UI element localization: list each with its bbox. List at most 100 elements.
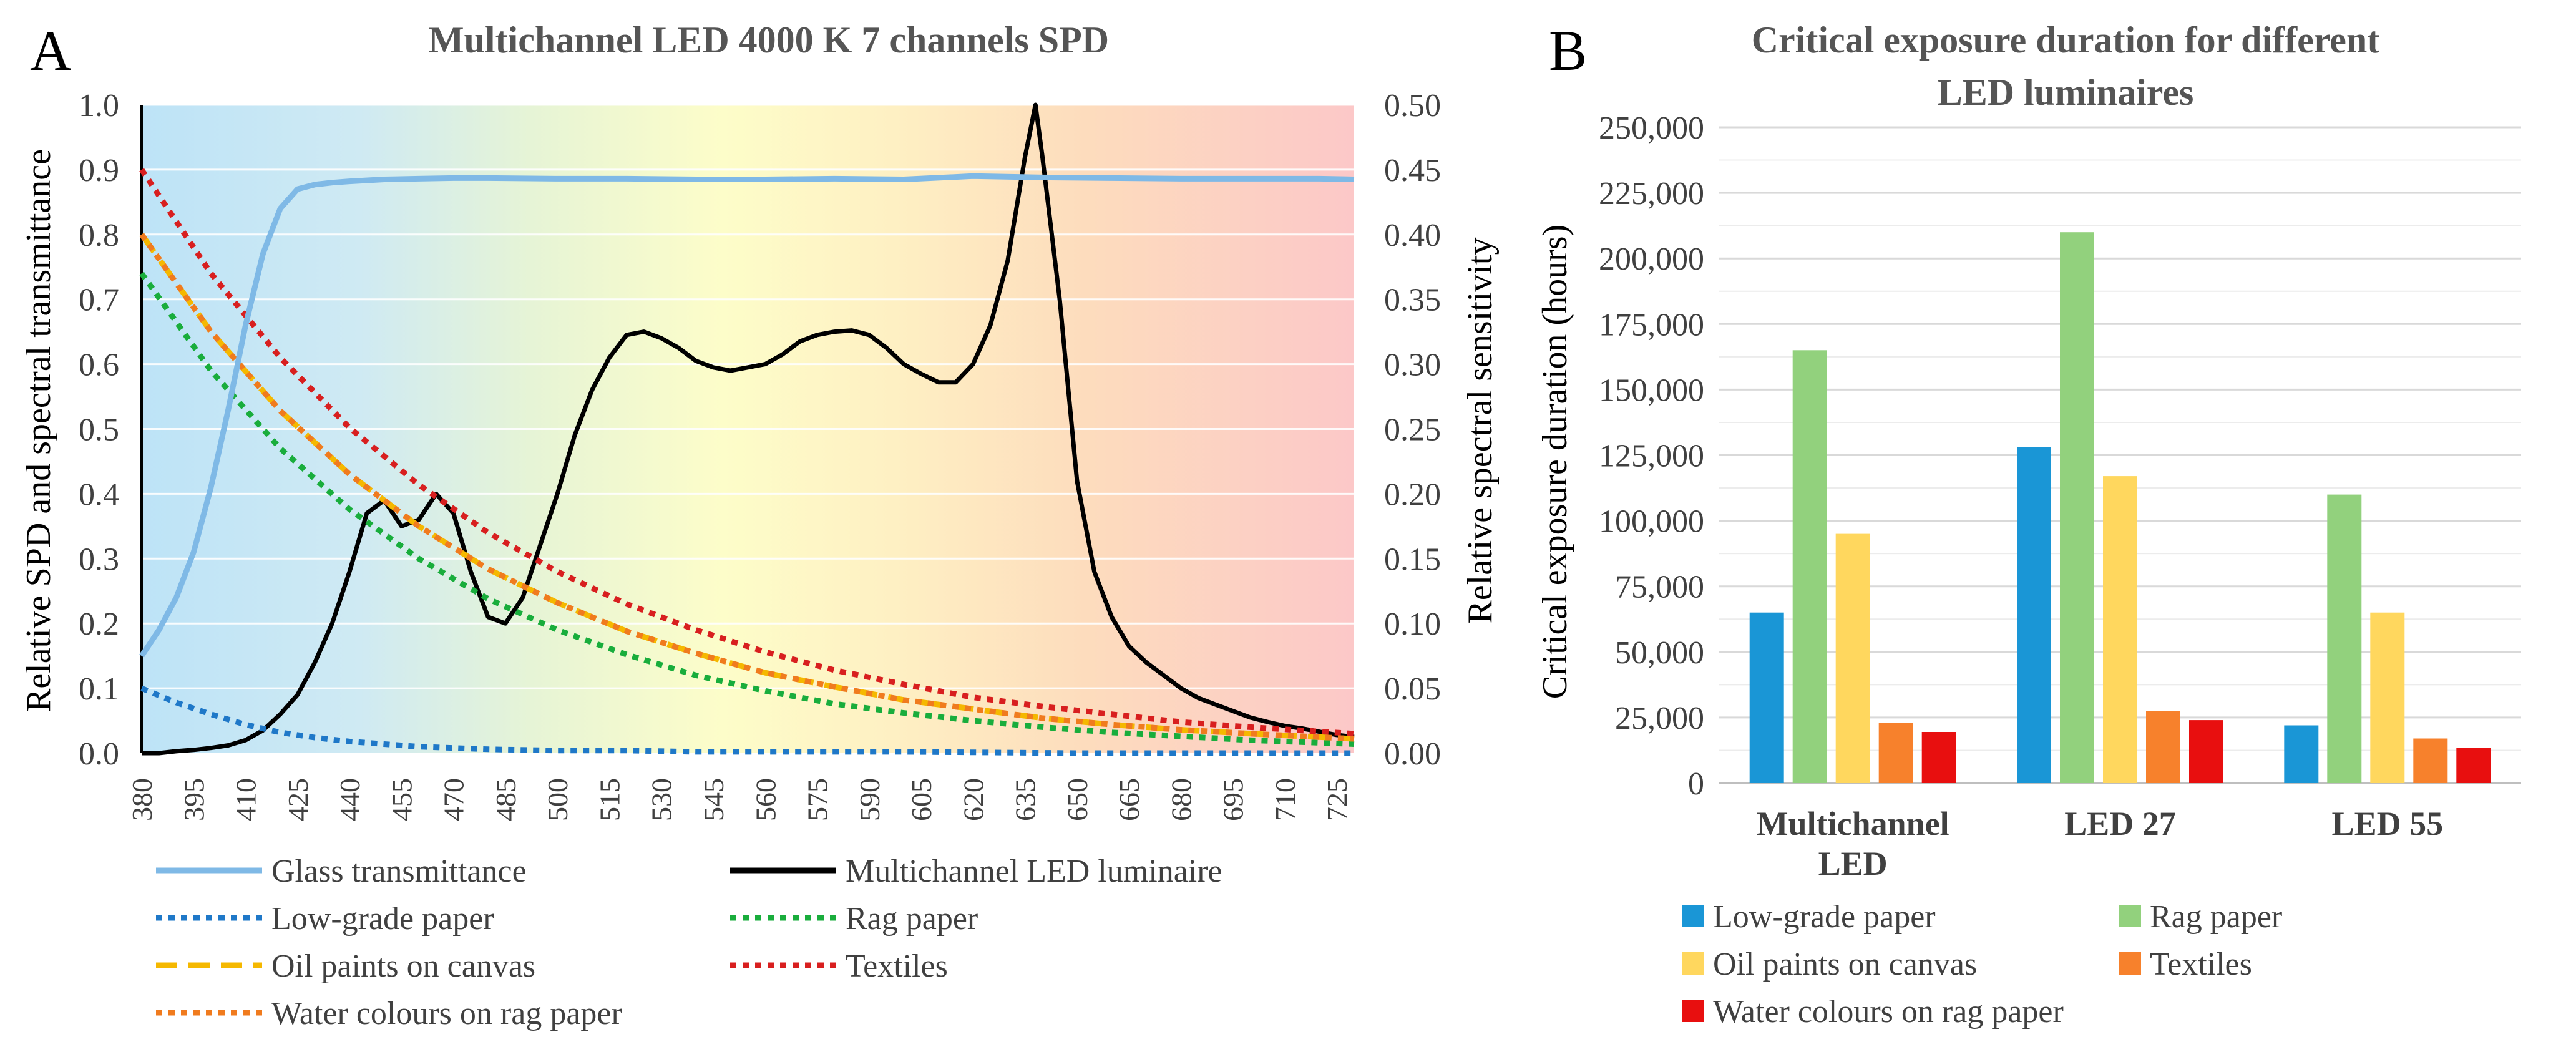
y-tick-label: 100,000	[1599, 504, 1704, 540]
panel-a-legend: Glass transmittance Multichannel LED lumi…	[156, 854, 1222, 1031]
x-tick-label: 605	[905, 778, 937, 821]
x-tick-label: 635	[1010, 778, 1042, 821]
x-tick-label: 680	[1165, 778, 1197, 821]
panel-a-y-ticks: 0.0 0.1 0.2 0.3 0.4 0.5 0.6 0.7 0.8 0.9 1.0	[79, 88, 119, 772]
x-tick-label: 710	[1269, 778, 1301, 821]
bar-bar_water	[1921, 732, 1956, 783]
bar-bar_low	[2284, 725, 2319, 783]
y-tick-label: 0.4	[79, 477, 119, 512]
legend-swatch-bar_low	[1682, 905, 1704, 927]
y2-tick-label: 0.00	[1384, 736, 1441, 772]
series-line-glass	[139, 173, 1355, 658]
panel-a-line-chart: A Multichannel LED 4000 K 7 channels SPD…	[19, 19, 1500, 1031]
y-tick-label: 0.2	[79, 606, 119, 642]
series-line-rag	[139, 271, 1355, 747]
bar-bar_rag	[1792, 350, 1827, 783]
x-tick-label: 440	[334, 778, 366, 821]
y2-tick-label: 0.20	[1384, 477, 1441, 512]
legend-label: Oil paints on canvas	[271, 948, 535, 984]
y-tick-label: 0.9	[79, 153, 119, 188]
y2-tick-label: 0.05	[1384, 671, 1441, 707]
x-tick-label: 425	[282, 778, 314, 821]
y-tick-label: 200,000	[1599, 241, 1704, 277]
series-line-led	[142, 102, 1355, 756]
legend-label: Low-grade paper	[271, 901, 494, 937]
legend-label: Rag paper	[846, 901, 978, 937]
y2-tick-label: 0.30	[1384, 348, 1441, 383]
legend-label: Glass transmittance	[271, 854, 527, 889]
y-tick-label: 75,000	[1615, 570, 1704, 605]
category-label: LED 55	[2332, 805, 2444, 842]
panel-b-bar-chart: B Critical exposure duration for differe…	[1536, 19, 2521, 1030]
x-tick-label: 545	[698, 778, 729, 821]
y2-tick-label: 0.10	[1384, 606, 1441, 642]
legend-label: Textiles	[846, 948, 948, 984]
category-label: LED 27	[2064, 805, 2176, 842]
y2-tick-label: 0.25	[1384, 412, 1441, 448]
y-tick-label: 0.7	[79, 283, 119, 318]
panel-b-letter: B	[1549, 19, 1587, 82]
panel-a-y2-ticks: 0.00 0.05 0.10 0.15 0.20 0.25 0.30 0.35 0.40 0.45…	[1384, 88, 1441, 772]
x-tick-label: 575	[802, 778, 834, 821]
y2-tick-label: 0.50	[1384, 88, 1441, 124]
panel-b-legend: Low-grade paper Rag paper Oil paints on ca…	[1682, 899, 2282, 1030]
y-tick-label: 0.3	[79, 542, 119, 577]
panel-b-title-line-1: Critical exposure duration for different	[1752, 19, 2380, 61]
y2-tick-label: 0.45	[1384, 153, 1441, 188]
x-tick-label: 485	[490, 778, 522, 821]
x-tick-label: 725	[1321, 778, 1353, 821]
x-tick-label: 500	[542, 778, 573, 821]
y2-tick-label: 0.35	[1384, 283, 1441, 318]
x-tick-label: 410	[230, 778, 262, 821]
y-tick-label: 0	[1688, 766, 1704, 802]
bar-bar_textiles	[1878, 723, 1913, 783]
bar-bar_low	[1749, 612, 1784, 783]
x-tick-label: 650	[1061, 778, 1093, 821]
legend-label: Water colours on rag paper	[1713, 994, 2064, 1030]
y-tick-label: 250,000	[1599, 110, 1704, 146]
bar-bar_oil	[2103, 476, 2137, 783]
y2-tick-label: 0.40	[1384, 218, 1441, 253]
panel-b-title-line-2: LED luminaires	[1938, 72, 2194, 113]
panel-a-letter: A	[30, 19, 71, 82]
panel-a-series	[139, 102, 1355, 756]
category-label: Multichannel	[1757, 805, 1949, 842]
panel-a-gridlines	[142, 104, 1354, 689]
legend-label: Oil paints on canvas	[1713, 947, 1977, 982]
x-tick-label: 665	[1113, 778, 1145, 821]
y-tick-label: 1.0	[79, 88, 119, 124]
y-tick-label: 0.5	[79, 412, 119, 448]
x-tick-label: 695	[1217, 778, 1249, 821]
series-line-water	[139, 233, 1355, 742]
y-tick-label: 175,000	[1599, 307, 1704, 343]
panel-b-y-ticks: 0 25,000 50,000 75,000 100,000 125,000 150,000…	[1599, 110, 1704, 802]
y-tick-label: 125,000	[1599, 439, 1704, 474]
legend-label: Rag paper	[2150, 899, 2282, 935]
bar-bar_textiles	[2413, 738, 2448, 783]
panel-b-y-axis-label: Critical exposure duration (hours)	[1536, 225, 1574, 699]
y-tick-label: 50,000	[1615, 635, 1704, 671]
panel-a-x-ticks: 380 395 410 425 440 455 470 485 500 515 530 545 560 5…	[126, 778, 1353, 821]
x-tick-label: 590	[854, 778, 886, 821]
bar-bar_rag	[2060, 232, 2094, 783]
y-tick-label: 0.0	[79, 736, 119, 772]
x-tick-label: 620	[957, 778, 989, 821]
x-tick-label: 455	[386, 778, 417, 821]
y-tick-label: 150,000	[1599, 373, 1704, 408]
bar-bar_rag	[2327, 494, 2362, 783]
panel-b-bars	[1749, 232, 2491, 783]
bar-bar_textiles	[2146, 711, 2180, 783]
panel-a-y2-axis-label: Relative spectral sensitivity	[1461, 238, 1500, 624]
series-line-textiles	[139, 168, 1355, 737]
y-tick-label: 225,000	[1599, 176, 1704, 212]
legend-swatch-bar_water	[1682, 1000, 1704, 1022]
legend-label: Water colours on rag paper	[271, 996, 622, 1031]
x-tick-label: 380	[126, 778, 158, 821]
legend-label: Low-grade paper	[1713, 899, 1936, 935]
legend-swatch-bar_textiles	[2119, 952, 2141, 975]
category-label: LED	[1818, 845, 1888, 882]
x-tick-label: 560	[749, 778, 781, 821]
legend-swatch-bar_rag	[2119, 905, 2141, 927]
bar-bar_low	[2017, 447, 2051, 783]
